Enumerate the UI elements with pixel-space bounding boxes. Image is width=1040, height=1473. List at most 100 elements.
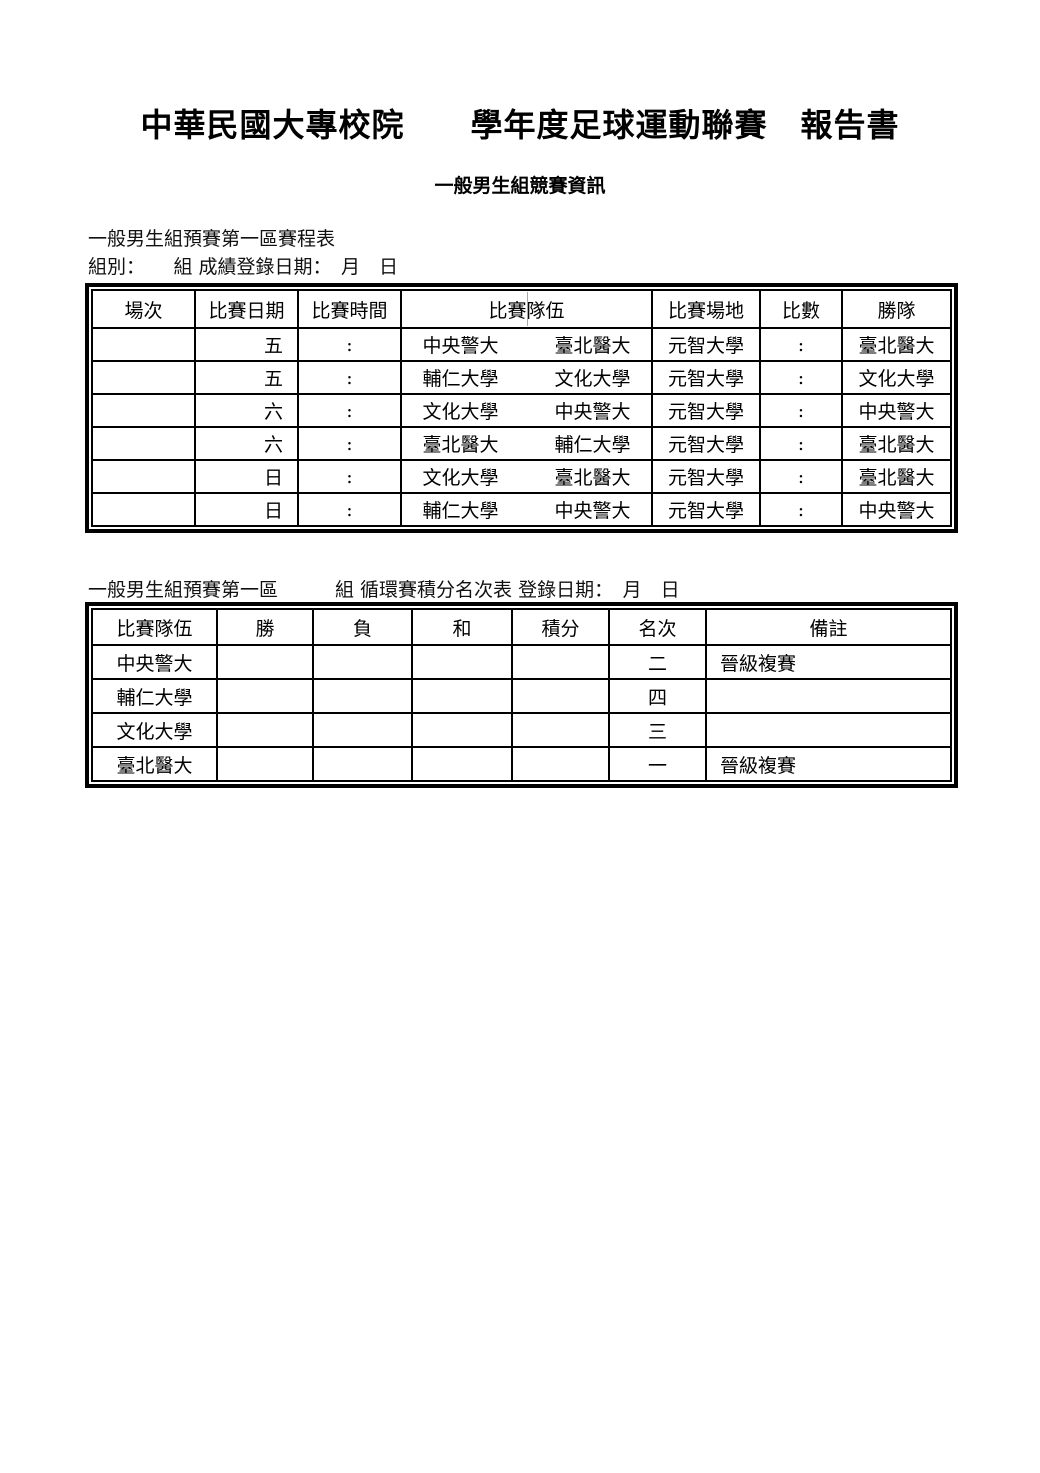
- col-header-venue: 比賽場地: [651, 289, 761, 329]
- cell-losses: [312, 746, 413, 782]
- cell-match-no: [91, 360, 196, 395]
- cell-match-no: [91, 459, 196, 494]
- cell-score: :: [759, 393, 843, 428]
- col-header-match-no: 場次: [91, 289, 196, 329]
- cell-rank: 四: [608, 678, 707, 714]
- cell-venue: 元智大學: [651, 327, 761, 362]
- team-a: 中央警大: [422, 335, 499, 357]
- cell-winner: 中央警大: [841, 393, 952, 428]
- cell-wins: [216, 678, 314, 714]
- cell-match-time: :: [297, 459, 402, 494]
- standings-section-heading: 一般男生組預賽第一區 組 循環賽積分名次表 登錄日期： 月 日: [88, 579, 680, 601]
- col-header-teams: 比賽隊伍: [400, 289, 653, 329]
- cell-draws: [411, 678, 513, 714]
- standings-row-1: 中央警大 二 晉級複賽: [91, 644, 952, 680]
- team-b: 中央警大: [554, 401, 631, 423]
- schedule-row-6: 日 : 輔仁大學 中央警大 元智大學 : 中央警大: [91, 492, 952, 527]
- schedule-group-line: 組別： 組 成績登錄日期： 月 日: [88, 256, 399, 278]
- team-b: 輔仁大學: [554, 434, 631, 456]
- cell-match-date: 日: [194, 459, 299, 494]
- page-title: 中華民國大專校院 學年度足球運動聯賽 報告書: [140, 106, 900, 144]
- cell-draws: [411, 746, 513, 782]
- cell-team: 臺北醫大: [91, 746, 218, 782]
- cell-match-time: :: [297, 492, 402, 527]
- cell-score: :: [759, 426, 843, 461]
- cell-winner: 中央警大: [841, 492, 952, 527]
- team-a: 輔仁大學: [422, 500, 499, 522]
- cell-teams: 中央警大 臺北醫大: [400, 327, 653, 362]
- col-header-teams-label: 比賽隊伍: [488, 299, 565, 322]
- cell-match-no: [91, 327, 196, 362]
- standings-row-2: 輔仁大學 四: [91, 678, 952, 714]
- cell-match-date: 日: [194, 492, 299, 527]
- cell-match-no: [91, 393, 196, 428]
- schedule-table-frame: 場次 比賽日期 比賽時間 比賽隊伍 比賽場地 比數 勝隊 五 :: [85, 283, 958, 533]
- cell-remark: [705, 678, 952, 714]
- cell-match-no: [91, 426, 196, 461]
- team-b: 臺北醫大: [554, 467, 631, 489]
- cell-score: :: [759, 360, 843, 395]
- schedule-table: 場次 比賽日期 比賽時間 比賽隊伍 比賽場地 比數 勝隊 五 :: [91, 289, 952, 527]
- page-subtitle: 一般男生組競賽資訊: [434, 175, 606, 197]
- cell-rank: 三: [608, 712, 707, 748]
- col-header-draws: 和: [411, 608, 513, 646]
- schedule-section-heading: 一般男生組預賽第一區賽程表: [88, 228, 336, 250]
- cell-points: [511, 644, 610, 680]
- team-a: 臺北醫大: [422, 434, 499, 456]
- cell-match-date: 五: [194, 360, 299, 395]
- cell-teams: 文化大學 中央警大: [400, 393, 653, 428]
- cell-teams: 文化大學 臺北醫大: [400, 459, 653, 494]
- cell-team: 中央警大: [91, 644, 218, 680]
- team-a: 輔仁大學: [422, 368, 499, 390]
- cell-match-time: :: [297, 393, 402, 428]
- cell-venue: 元智大學: [651, 426, 761, 461]
- standings-table: 比賽隊伍 勝 負 和 積分 名次 備註 中央警大 二 晉級複賽: [91, 608, 952, 782]
- cell-wins: [216, 644, 314, 680]
- team-a: 文化大學: [422, 467, 499, 489]
- cell-losses: [312, 678, 413, 714]
- standings-row-4: 臺北醫大 一 晉級複賽: [91, 746, 952, 782]
- cell-match-date: 五: [194, 327, 299, 362]
- col-header-rank: 名次: [608, 608, 707, 646]
- cell-score: :: [759, 492, 843, 527]
- col-header-match-date: 比賽日期: [194, 289, 299, 329]
- col-header-wins: 勝: [216, 608, 314, 646]
- cell-wins: [216, 746, 314, 782]
- standings-header-row: 比賽隊伍 勝 負 和 積分 名次 備註: [91, 608, 952, 646]
- cell-venue: 元智大學: [651, 360, 761, 395]
- team-b: 臺北醫大: [554, 335, 631, 357]
- schedule-row-5: 日 : 文化大學 臺北醫大 元智大學 : 臺北醫大: [91, 459, 952, 494]
- cell-points: [511, 712, 610, 748]
- cell-points: [511, 678, 610, 714]
- schedule-header-row: 場次 比賽日期 比賽時間 比賽隊伍 比賽場地 比數 勝隊: [91, 289, 952, 329]
- cell-teams: 輔仁大學 文化大學: [400, 360, 653, 395]
- team-a: 文化大學: [422, 401, 499, 423]
- schedule-row-1: 五 : 中央警大 臺北醫大 元智大學 : 臺北醫大: [91, 327, 952, 362]
- cell-score: :: [759, 459, 843, 494]
- cell-draws: [411, 644, 513, 680]
- cell-rank: 一: [608, 746, 707, 782]
- cell-draws: [411, 712, 513, 748]
- cell-rank: 二: [608, 644, 707, 680]
- schedule-row-4: 六 : 臺北醫大 輔仁大學 元智大學 : 臺北醫大: [91, 426, 952, 461]
- standings-row-3: 文化大學 三: [91, 712, 952, 748]
- cell-teams: 輔仁大學 中央警大: [400, 492, 653, 527]
- cell-remark: 晉級複賽: [705, 746, 952, 782]
- cell-remark: [705, 712, 952, 748]
- cell-winner: 臺北醫大: [841, 426, 952, 461]
- cell-match-time: :: [297, 360, 402, 395]
- cell-winner: 臺北醫大: [841, 327, 952, 362]
- cell-match-no: [91, 492, 196, 527]
- col-header-remark: 備註: [705, 608, 952, 646]
- cell-losses: [312, 712, 413, 748]
- cell-match-time: :: [297, 327, 402, 362]
- cell-winner: 文化大學: [841, 360, 952, 395]
- cell-match-date: 六: [194, 426, 299, 461]
- col-header-team: 比賽隊伍: [91, 608, 218, 646]
- cell-wins: [216, 712, 314, 748]
- team-b: 文化大學: [554, 368, 631, 390]
- cell-venue: 元智大學: [651, 393, 761, 428]
- col-header-losses: 負: [312, 608, 413, 646]
- cell-losses: [312, 644, 413, 680]
